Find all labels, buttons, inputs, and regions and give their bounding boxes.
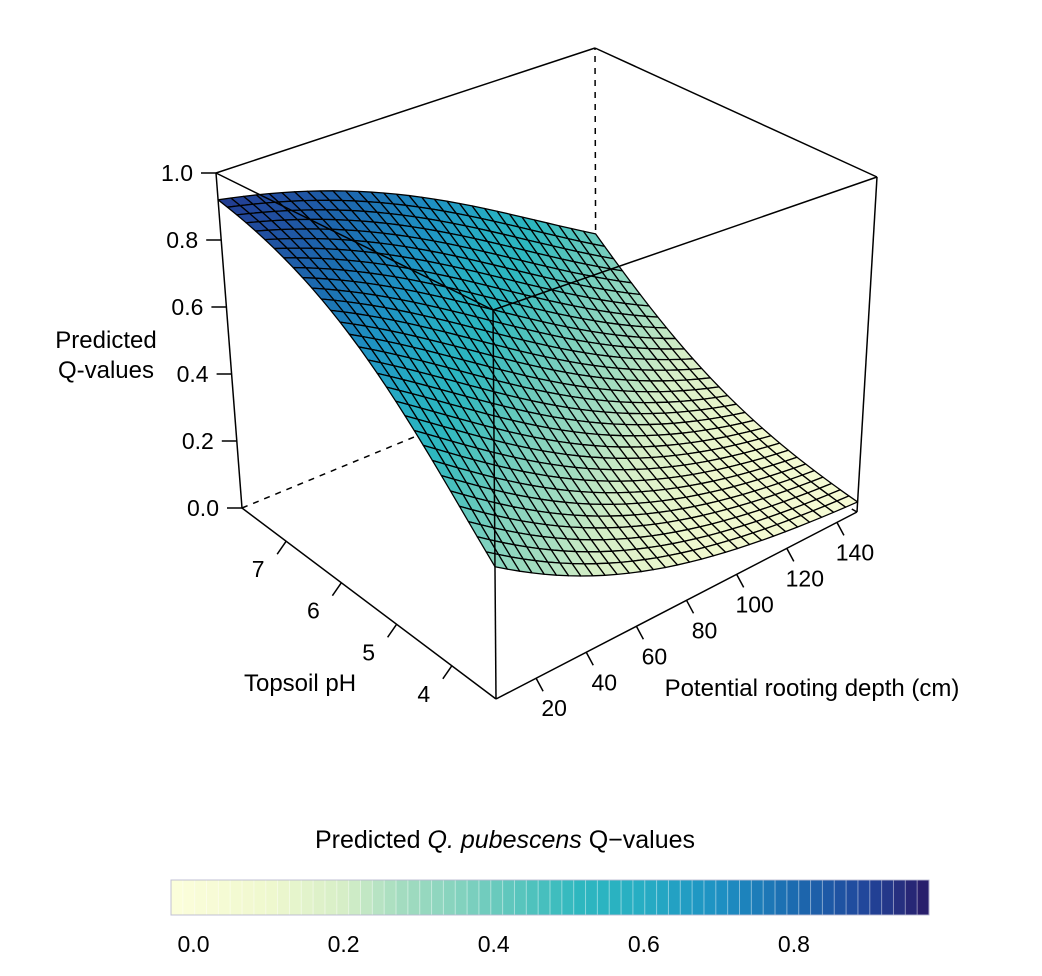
z-axis-tick-label: 0.2 <box>182 428 214 454</box>
colorbar-tick-label: 0.4 <box>478 931 510 957</box>
y-axis-tick-label: 40 <box>591 669 617 695</box>
colorbar-tick-label: 0.8 <box>778 931 810 957</box>
x-axis-title: Topsoil pH <box>244 670 356 697</box>
x-axis-tick-label: 5 <box>362 639 375 665</box>
surface-plot-canvas: 0.00.20.40.60.81.0765420406080100120140 … <box>55 47 960 721</box>
x-axis-tick-label: 4 <box>417 681 430 707</box>
legend-title: Predicted Q. pubescens Q−values <box>0 826 1010 855</box>
z-axis-tick-label: 0.8 <box>166 227 198 253</box>
colorbar-tick-labels: 0.0 0.2 0.4 0.6 0.8 <box>178 931 810 957</box>
z-axis-tick-label: 0.0 <box>187 495 219 521</box>
colorbar: 0.0 0.2 0.4 0.6 0.8 <box>170 879 930 957</box>
y-axis-tick-label: 100 <box>735 591 773 617</box>
y-axis-tick-label: 60 <box>642 643 668 669</box>
y-axis-tick-label: 140 <box>836 539 874 565</box>
legend-species-name: Q. pubescens <box>427 826 582 854</box>
legend-title-suffix: Q−values <box>581 826 696 854</box>
z-axis-title-line1: Predicted <box>55 327 156 354</box>
colorbar-tick-label: 0.2 <box>328 931 360 957</box>
y-axis-tick-label: 80 <box>692 617 718 643</box>
x-axis-tick-label: 6 <box>307 598 320 624</box>
colorbar-gradient <box>170 879 930 916</box>
axis-ticks: 0.0 0.2 0.4 0.6 0.8 1.0 7 6 5 4 20 40 60 80 100 120 140 <box>161 160 874 721</box>
surface-facets <box>217 190 859 577</box>
y-axis-tick-label: 120 <box>786 565 824 591</box>
plot-box-edges <box>215 47 878 700</box>
z-axis-title-line2: Q-values <box>58 357 154 384</box>
colorbar-tick-label: 0.0 <box>178 931 210 957</box>
legend-title-prefix: Predicted <box>314 826 428 854</box>
z-axis-tick-label: 0.6 <box>171 294 203 320</box>
y-axis-tick-label: 20 <box>541 695 567 721</box>
y-axis-title: Potential rooting depth (cm) <box>665 675 960 702</box>
x-axis-tick-label: 7 <box>252 556 265 582</box>
z-axis-tick-label: 0.4 <box>177 361 209 387</box>
colorbar-tick-label: 0.6 <box>628 931 660 957</box>
z-axis-tick-label: 1.0 <box>161 160 193 186</box>
